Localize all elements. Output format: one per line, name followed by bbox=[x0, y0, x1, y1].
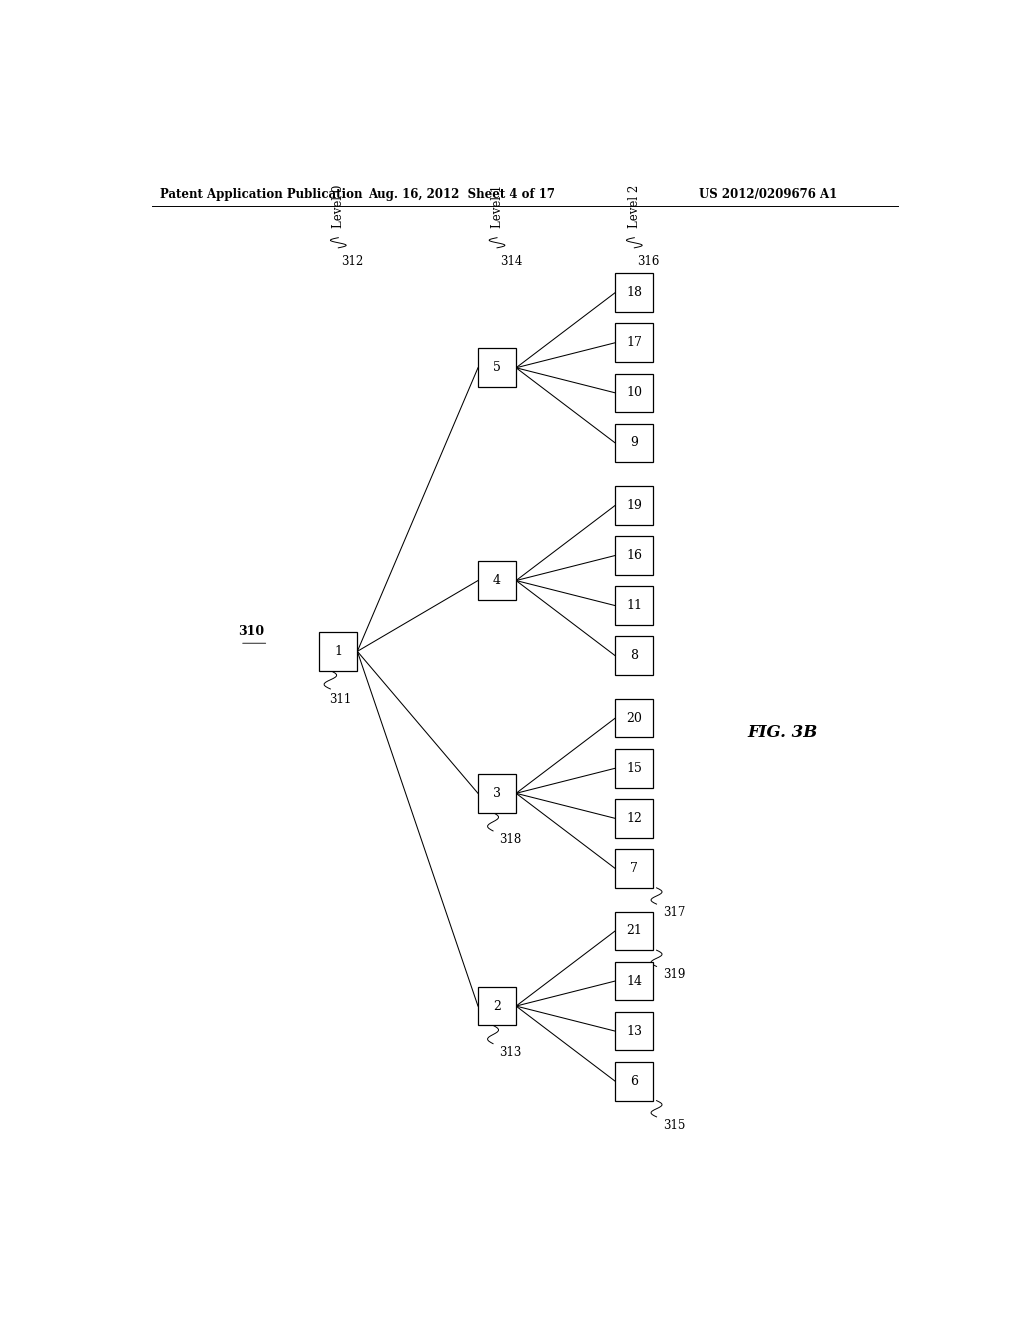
Bar bbox=[615, 424, 653, 462]
Text: 19: 19 bbox=[627, 499, 642, 512]
Bar bbox=[615, 698, 653, 738]
Bar bbox=[319, 632, 357, 671]
Text: 317: 317 bbox=[663, 906, 685, 919]
Text: 315: 315 bbox=[663, 1119, 685, 1131]
Text: 3: 3 bbox=[493, 787, 501, 800]
Bar bbox=[478, 348, 516, 387]
Bar bbox=[615, 536, 653, 574]
Text: 319: 319 bbox=[663, 969, 685, 982]
Text: 20: 20 bbox=[627, 711, 642, 725]
Bar bbox=[615, 486, 653, 524]
Text: FIG. 3B: FIG. 3B bbox=[748, 725, 818, 741]
Text: Patent Application Publication: Patent Application Publication bbox=[160, 189, 362, 202]
Text: 17: 17 bbox=[627, 337, 642, 350]
Text: 13: 13 bbox=[627, 1024, 642, 1038]
Text: 10: 10 bbox=[627, 387, 642, 400]
Text: 11: 11 bbox=[627, 599, 642, 612]
Text: 12: 12 bbox=[627, 812, 642, 825]
Text: 312: 312 bbox=[341, 255, 364, 268]
Text: 15: 15 bbox=[627, 762, 642, 775]
Text: 7: 7 bbox=[631, 862, 638, 875]
Text: 8: 8 bbox=[631, 649, 638, 663]
Text: 316: 316 bbox=[637, 255, 659, 268]
Text: 21: 21 bbox=[627, 924, 642, 937]
Text: 318: 318 bbox=[500, 833, 521, 846]
Bar bbox=[615, 748, 653, 788]
Bar bbox=[615, 1063, 653, 1101]
Text: 18: 18 bbox=[627, 286, 642, 300]
Text: 311: 311 bbox=[329, 693, 351, 706]
Text: 5: 5 bbox=[494, 362, 501, 375]
Text: 2: 2 bbox=[494, 999, 501, 1012]
Text: Level 0: Level 0 bbox=[332, 185, 345, 227]
Text: 9: 9 bbox=[631, 437, 638, 450]
Text: 14: 14 bbox=[627, 974, 642, 987]
Bar bbox=[615, 799, 653, 838]
Bar bbox=[478, 774, 516, 813]
Bar bbox=[615, 636, 653, 675]
Bar bbox=[615, 849, 653, 888]
Bar bbox=[615, 1012, 653, 1051]
Bar bbox=[615, 962, 653, 1001]
Bar bbox=[478, 561, 516, 599]
Text: Aug. 16, 2012  Sheet 4 of 17: Aug. 16, 2012 Sheet 4 of 17 bbox=[368, 189, 555, 202]
Text: 310: 310 bbox=[238, 624, 264, 638]
Bar bbox=[615, 374, 653, 412]
Text: 1: 1 bbox=[334, 645, 342, 657]
Text: Level 1: Level 1 bbox=[490, 185, 504, 227]
Text: 6: 6 bbox=[631, 1074, 638, 1088]
Bar bbox=[615, 323, 653, 362]
Bar bbox=[478, 987, 516, 1026]
Bar bbox=[615, 912, 653, 950]
Bar bbox=[615, 273, 653, 312]
Text: 4: 4 bbox=[493, 574, 501, 587]
Bar bbox=[615, 586, 653, 624]
Text: US 2012/0209676 A1: US 2012/0209676 A1 bbox=[699, 189, 838, 202]
Text: 314: 314 bbox=[500, 255, 522, 268]
Text: 313: 313 bbox=[500, 1045, 521, 1059]
Text: Level 2: Level 2 bbox=[628, 185, 641, 227]
Text: 16: 16 bbox=[627, 549, 642, 562]
